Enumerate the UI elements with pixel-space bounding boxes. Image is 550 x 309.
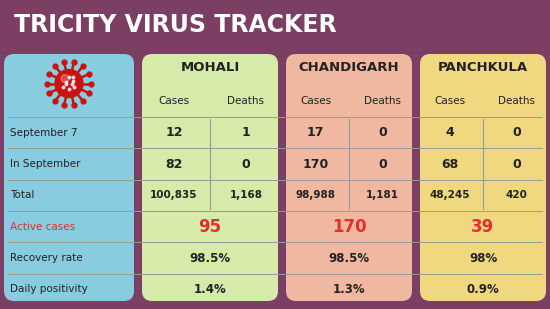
- Text: Deaths: Deaths: [498, 96, 535, 106]
- Text: 95: 95: [199, 218, 222, 236]
- Text: MOHALI: MOHALI: [180, 61, 240, 74]
- Text: Cases: Cases: [158, 96, 190, 106]
- Text: 98,988: 98,988: [295, 190, 336, 201]
- FancyBboxPatch shape: [142, 54, 278, 301]
- Text: PANCHKULA: PANCHKULA: [438, 61, 528, 74]
- Text: 1,181: 1,181: [366, 190, 399, 201]
- Text: In September: In September: [10, 159, 80, 169]
- FancyBboxPatch shape: [286, 54, 412, 301]
- Text: 420: 420: [505, 190, 527, 201]
- Text: CHANDIGARH: CHANDIGARH: [299, 61, 399, 74]
- Text: 17: 17: [307, 126, 324, 139]
- Text: Cases: Cases: [300, 96, 331, 106]
- Circle shape: [61, 74, 69, 83]
- Text: Total: Total: [10, 190, 34, 201]
- FancyBboxPatch shape: [420, 54, 546, 301]
- Text: 98%: 98%: [469, 252, 497, 265]
- Text: Cases: Cases: [434, 96, 465, 106]
- Text: 0: 0: [378, 126, 387, 139]
- Text: 1,168: 1,168: [229, 190, 262, 201]
- Text: 39: 39: [471, 218, 494, 236]
- Text: 170: 170: [332, 218, 366, 236]
- Text: September 7: September 7: [10, 128, 78, 138]
- Circle shape: [55, 70, 83, 98]
- FancyBboxPatch shape: [4, 2, 546, 50]
- Text: Deaths: Deaths: [364, 96, 401, 106]
- Text: 48,245: 48,245: [429, 190, 470, 201]
- Text: 100,835: 100,835: [150, 190, 198, 201]
- Text: 68: 68: [441, 158, 458, 171]
- Text: 0: 0: [512, 126, 521, 139]
- Text: Deaths: Deaths: [228, 96, 265, 106]
- Text: Daily positivity: Daily positivity: [10, 284, 88, 294]
- Text: 1.4%: 1.4%: [194, 283, 227, 296]
- Text: 1: 1: [241, 126, 250, 139]
- Text: TRICITY VIRUS TRACKER: TRICITY VIRUS TRACKER: [14, 13, 337, 37]
- Text: 82: 82: [166, 158, 183, 171]
- Text: 1.3%: 1.3%: [333, 283, 365, 296]
- Text: Recovery rate: Recovery rate: [10, 253, 82, 263]
- Text: 0.9%: 0.9%: [466, 283, 499, 296]
- Text: 4: 4: [445, 126, 454, 139]
- Text: 98.5%: 98.5%: [328, 252, 370, 265]
- Text: 0: 0: [378, 158, 387, 171]
- FancyBboxPatch shape: [4, 54, 134, 301]
- Text: 98.5%: 98.5%: [189, 252, 230, 265]
- Text: 0: 0: [241, 158, 250, 171]
- Text: 0: 0: [512, 158, 521, 171]
- Text: Active cases: Active cases: [10, 222, 75, 232]
- Text: 170: 170: [302, 158, 329, 171]
- Text: 12: 12: [165, 126, 183, 139]
